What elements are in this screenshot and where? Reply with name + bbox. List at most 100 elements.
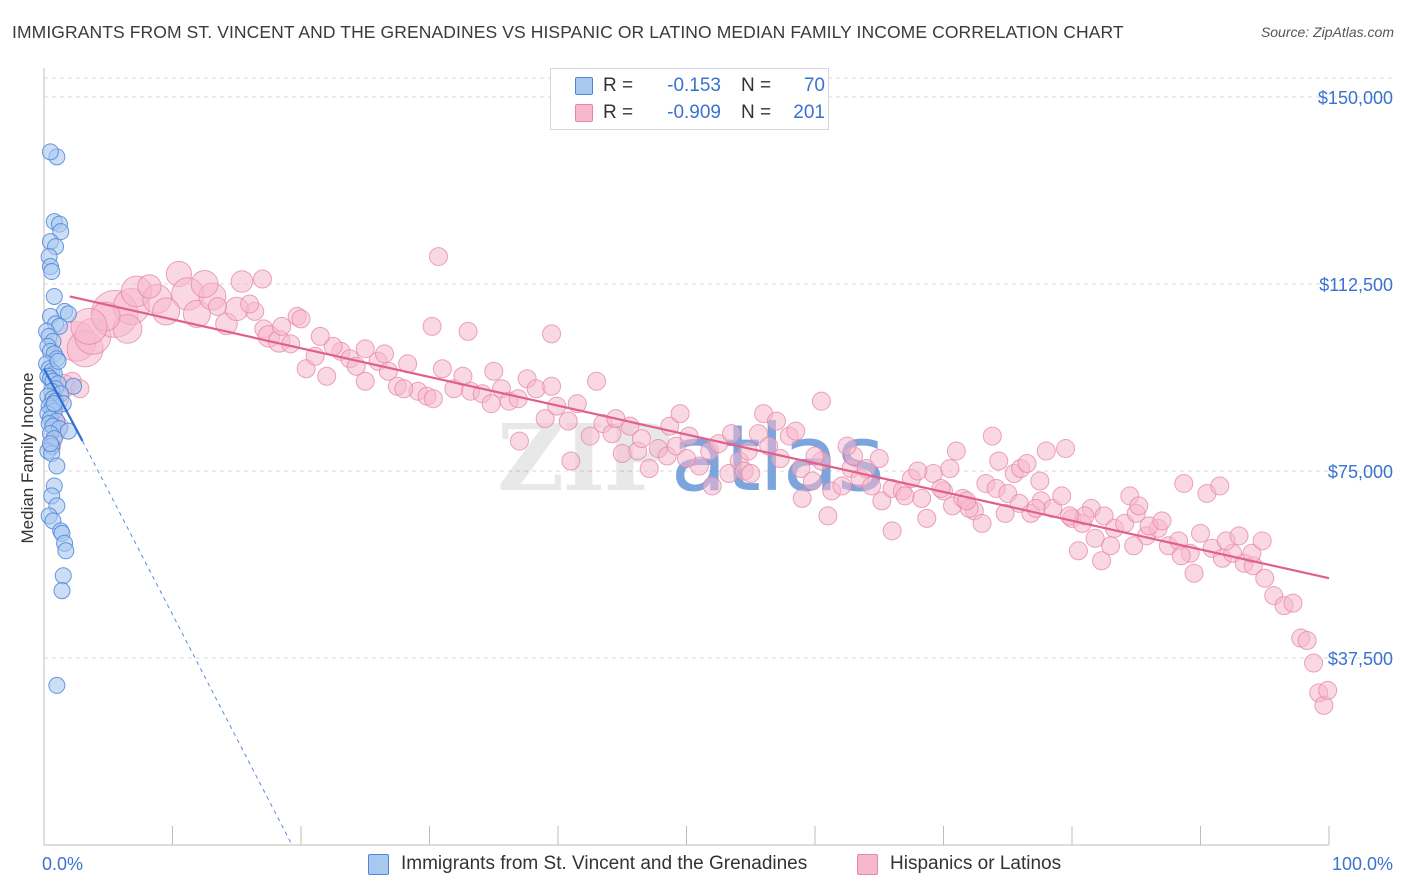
pink-point — [1152, 511, 1172, 531]
pink-point — [1124, 536, 1144, 556]
legend-label-blue: Immigrants from St. Vincent and the Gren… — [401, 853, 808, 874]
pink-point — [908, 461, 928, 481]
pink-point — [770, 449, 790, 469]
pink-swatch — [575, 104, 593, 122]
pink-point — [432, 359, 452, 379]
trend-lines — [43, 295, 1330, 846]
pink-point — [1101, 536, 1121, 556]
x-tick-label: 0.0% — [42, 854, 83, 874]
tick-labels: $37,500 $75,000 $112,500 $150,000 0.0% 100.0% — [42, 88, 1393, 874]
pink-point — [786, 421, 806, 441]
pink-point — [375, 344, 395, 364]
pink-point — [422, 316, 442, 336]
pink-point — [1210, 476, 1230, 496]
blue-r-value: -0.153 — [667, 75, 721, 96]
y-tick-label: $112,500 — [1319, 275, 1393, 295]
blue-point — [65, 377, 83, 395]
pink-point — [1174, 473, 1194, 493]
pink-point — [738, 441, 758, 461]
pink-point — [230, 270, 254, 293]
watermark-zip: ZIP — [497, 404, 670, 512]
pink-point — [1318, 680, 1338, 700]
pink-point — [152, 297, 181, 326]
blue-point — [57, 542, 75, 560]
pink-point — [1184, 563, 1204, 583]
blue-point — [45, 287, 63, 305]
pink-point — [632, 429, 652, 449]
blue-point — [48, 676, 66, 694]
pink-point — [240, 294, 260, 314]
blue-point — [48, 457, 66, 475]
pink-point — [535, 409, 555, 429]
pink-point — [1283, 593, 1303, 613]
pink-point — [1017, 454, 1037, 474]
r-label: R = — [603, 75, 634, 96]
blue-trend-line — [43, 368, 84, 442]
pink-point — [940, 459, 960, 479]
pink-point — [862, 476, 882, 496]
pink-point — [972, 513, 992, 533]
legend-item-pink: Hispanics or Latinos — [857, 850, 1061, 878]
pink-point — [995, 503, 1015, 523]
pink-point — [1094, 506, 1114, 526]
pink-point — [1129, 496, 1149, 516]
blue-n-value: 70 — [803, 75, 825, 96]
blue-point — [41, 143, 59, 161]
pink-point — [1229, 526, 1249, 546]
pink-point — [355, 339, 375, 359]
pink-point — [272, 316, 292, 336]
legend-label-pink: Hispanics or Latinos — [890, 853, 1062, 874]
pink-point — [310, 326, 330, 346]
pink-point — [639, 459, 659, 479]
pink-point — [741, 463, 761, 483]
blue-series — [38, 143, 83, 694]
pink-point — [1242, 543, 1262, 563]
pink-point — [1036, 441, 1056, 461]
pink-point — [792, 488, 812, 508]
pink-point — [869, 449, 889, 469]
legend-row-blue: R = -0.153 N = 70 — [575, 74, 825, 98]
legend-item-blue: Immigrants from St. Vincent and the Gren… — [368, 850, 807, 878]
pink-point — [895, 486, 915, 506]
pink-point — [317, 366, 337, 386]
pink-point — [428, 247, 448, 267]
pink-point — [989, 451, 1009, 471]
pink-point — [721, 424, 741, 444]
pink-point — [872, 491, 892, 511]
pink-point — [702, 476, 722, 496]
pink-point — [677, 449, 696, 469]
legend-row-pink: R = -0.909 N = 201 — [575, 101, 825, 125]
pink-n-value: 201 — [793, 102, 825, 123]
pink-point — [912, 488, 932, 508]
pink-point — [1085, 528, 1105, 548]
pink-point — [394, 379, 414, 399]
pink-point — [802, 471, 822, 491]
pink-point — [207, 296, 227, 316]
pink-point — [917, 508, 937, 528]
r-label: R = — [603, 102, 634, 123]
pink-point — [1056, 439, 1076, 459]
pink-point — [542, 376, 562, 396]
n-label: N = — [741, 102, 772, 123]
x-tick-label: 100.0% — [1332, 854, 1393, 874]
pink-point — [1255, 568, 1275, 588]
pink-point — [811, 391, 831, 411]
pink-point — [423, 389, 443, 409]
blue-trend-extension — [82, 440, 293, 846]
pink-point — [805, 446, 825, 466]
chart-title: IMMIGRANTS FROM ST. VINCENT AND THE GREN… — [12, 22, 1124, 42]
pink-point — [481, 394, 501, 414]
blue-point — [54, 567, 72, 585]
pink-point — [252, 269, 272, 289]
pink-point — [837, 436, 857, 456]
pink-point — [1252, 531, 1272, 551]
pink-r-value: -0.909 — [667, 102, 721, 123]
pink-series — [42, 247, 1338, 715]
pink-point — [291, 309, 311, 329]
pink-point — [580, 426, 600, 446]
blue-swatch — [368, 853, 389, 875]
n-label: N = — [741, 75, 772, 96]
blue-point — [41, 435, 59, 453]
pink-point — [561, 451, 581, 471]
